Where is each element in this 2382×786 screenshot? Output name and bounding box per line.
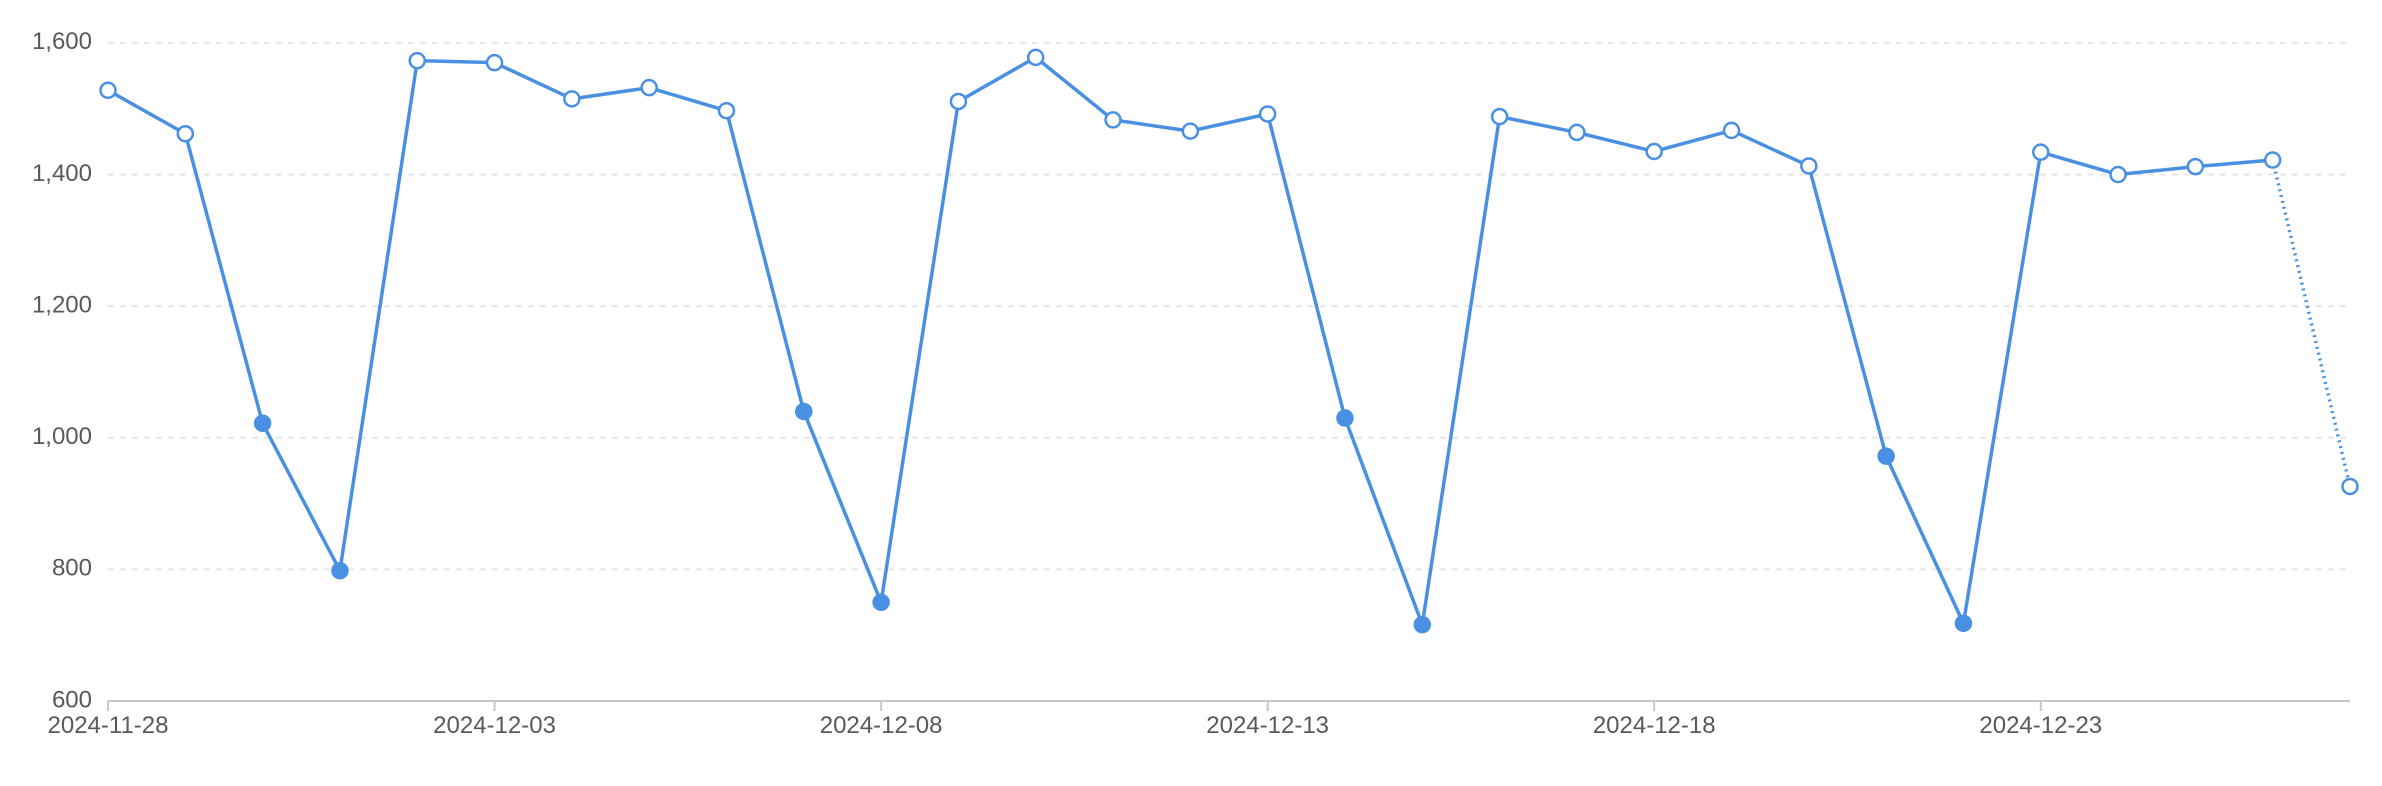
series-line-segment bbox=[1652, 128, 1734, 154]
data-point[interactable] bbox=[717, 101, 736, 120]
y-tick-label: 1,400 bbox=[32, 160, 92, 187]
series-line-segment bbox=[1188, 112, 1270, 133]
series-line-segment bbox=[183, 131, 265, 426]
x-tick-label: 2024-12-23 bbox=[1979, 712, 2102, 739]
y-tick-label: 1,600 bbox=[32, 28, 92, 55]
series-line-segment bbox=[1497, 114, 1579, 135]
series-line-segment bbox=[2039, 150, 2120, 177]
data-point-highlighted[interactable] bbox=[795, 402, 813, 421]
series-line-segment bbox=[956, 55, 1038, 104]
y-tick-label: 800 bbox=[52, 555, 92, 582]
data-point-highlighted[interactable] bbox=[1413, 615, 1432, 634]
y-tick-label: 1,000 bbox=[32, 423, 92, 450]
data-point[interactable] bbox=[99, 81, 117, 100]
series-line-segment bbox=[1807, 164, 1888, 458]
series-line-segment bbox=[724, 108, 806, 414]
series-line-segment bbox=[1961, 150, 2043, 626]
data-point-highlighted[interactable] bbox=[331, 561, 349, 580]
series-line-segment bbox=[1575, 130, 1656, 154]
data-point[interactable] bbox=[563, 90, 581, 108]
y-tick-label: 600 bbox=[52, 686, 92, 713]
data-point[interactable] bbox=[1568, 123, 1586, 142]
series-line-segment bbox=[106, 88, 188, 136]
series-line-segment bbox=[879, 99, 961, 605]
data-point-highlighted[interactable] bbox=[1877, 447, 1895, 465]
series-line-segment bbox=[1033, 55, 1115, 122]
x-tick-label: 2024-12-13 bbox=[1206, 712, 1329, 739]
data-point[interactable] bbox=[949, 92, 968, 111]
data-point[interactable] bbox=[2263, 151, 2282, 169]
data-point[interactable] bbox=[2032, 143, 2050, 161]
data-point[interactable] bbox=[2341, 477, 2359, 496]
series-line-segment bbox=[492, 60, 574, 101]
data-point[interactable] bbox=[1722, 121, 1741, 140]
x-tick-label: 2024-12-18 bbox=[1593, 712, 1716, 739]
series-line-segment bbox=[570, 85, 651, 101]
data-point[interactable] bbox=[1026, 48, 1045, 67]
series-line-segment bbox=[2193, 158, 2275, 169]
x-tick-label: 2024-12-03 bbox=[433, 712, 556, 739]
series-line-segment bbox=[1420, 114, 1502, 627]
series-line-segment bbox=[338, 58, 419, 573]
x-tick-label: 2024-12-08 bbox=[820, 712, 943, 739]
data-point-highlighted[interactable] bbox=[1336, 409, 1354, 427]
data-point[interactable] bbox=[1104, 111, 1122, 129]
series-line-segment bbox=[1265, 112, 1347, 420]
x-tick-label: 2024-11-28 bbox=[48, 712, 169, 739]
data-point[interactable] bbox=[1800, 157, 1818, 175]
data-point-highlighted[interactable] bbox=[253, 414, 272, 433]
data-point[interactable] bbox=[2109, 165, 2127, 184]
y-tick-label: 1,200 bbox=[32, 291, 92, 318]
data-point-highlighted[interactable] bbox=[1954, 614, 1973, 633]
data-point[interactable] bbox=[485, 53, 504, 72]
series-line-segment bbox=[2116, 164, 2198, 177]
series-lines bbox=[106, 55, 2352, 627]
series-line-segment bbox=[802, 409, 883, 605]
data-point[interactable] bbox=[176, 124, 195, 143]
series-line-segment bbox=[647, 85, 729, 113]
data-point[interactable] bbox=[1181, 122, 1200, 140]
data-point[interactable] bbox=[1258, 105, 1277, 123]
axes: 600 800 1,000 1,200 1,400 1,600 2024-11-28 2024… bbox=[32, 28, 2350, 739]
data-point[interactable] bbox=[1490, 107, 1509, 126]
series-line-segment bbox=[1729, 128, 1811, 168]
series-line-segment bbox=[1343, 416, 1425, 627]
gridlines bbox=[108, 41, 2350, 571]
data-point-highlighted[interactable] bbox=[872, 593, 890, 612]
series-points bbox=[99, 48, 2359, 634]
data-point[interactable] bbox=[408, 51, 426, 70]
series-line-segment bbox=[415, 58, 497, 65]
data-point[interactable] bbox=[1645, 142, 1663, 161]
data-point[interactable] bbox=[640, 78, 658, 97]
series-line-segment-projected bbox=[2270, 159, 2352, 487]
series-line-segment bbox=[1884, 454, 1966, 626]
series-line-segment bbox=[1111, 118, 1193, 133]
data-point[interactable] bbox=[2186, 157, 2205, 176]
series-line-segment bbox=[260, 421, 342, 573]
